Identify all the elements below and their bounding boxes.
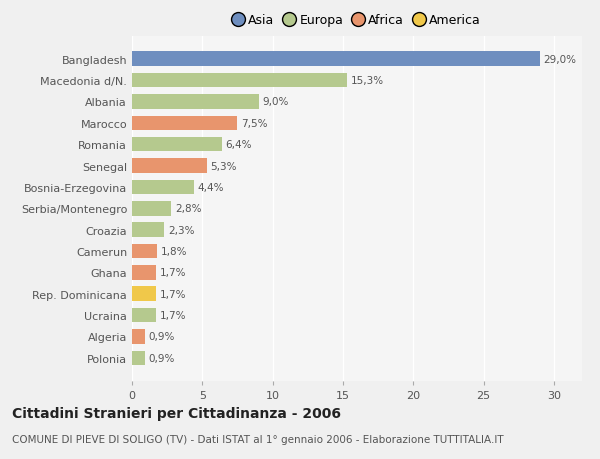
Bar	[132, 116, 238, 131]
Bar	[132, 74, 347, 88]
Text: 6,4%: 6,4%	[226, 140, 252, 150]
Bar	[132, 202, 172, 216]
Text: 1,7%: 1,7%	[160, 289, 186, 299]
Text: Cittadini Stranieri per Cittadinanza - 2006: Cittadini Stranieri per Cittadinanza - 2…	[12, 406, 341, 420]
Bar	[132, 180, 194, 195]
Bar	[132, 95, 259, 110]
Text: 7,5%: 7,5%	[241, 118, 268, 129]
Bar	[132, 223, 164, 237]
Bar	[132, 266, 156, 280]
Text: COMUNE DI PIEVE DI SOLIGO (TV) - Dati ISTAT al 1° gennaio 2006 - Elaborazione TU: COMUNE DI PIEVE DI SOLIGO (TV) - Dati IS…	[12, 434, 503, 444]
Text: 5,3%: 5,3%	[210, 161, 236, 171]
Text: 1,7%: 1,7%	[160, 268, 186, 278]
Bar	[132, 244, 157, 259]
Text: 15,3%: 15,3%	[350, 76, 384, 86]
Bar	[132, 159, 206, 174]
Bar	[132, 287, 156, 302]
Text: 29,0%: 29,0%	[544, 55, 577, 65]
Bar	[132, 138, 222, 152]
Bar	[132, 308, 156, 323]
Text: 9,0%: 9,0%	[262, 97, 289, 107]
Text: 1,7%: 1,7%	[160, 310, 186, 320]
Bar	[132, 351, 145, 365]
Text: 1,8%: 1,8%	[161, 246, 187, 257]
Text: 4,4%: 4,4%	[197, 183, 224, 192]
Text: 2,3%: 2,3%	[168, 225, 194, 235]
Text: 0,9%: 0,9%	[148, 353, 175, 363]
Text: 0,9%: 0,9%	[148, 332, 175, 342]
Text: 2,8%: 2,8%	[175, 204, 202, 214]
Legend: Asia, Europa, Africa, America: Asia, Europa, Africa, America	[230, 12, 484, 30]
Bar	[132, 52, 540, 67]
Bar	[132, 330, 145, 344]
